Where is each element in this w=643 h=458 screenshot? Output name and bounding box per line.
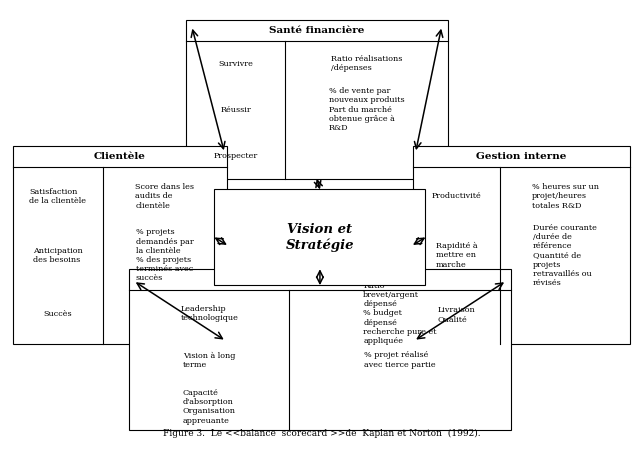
Text: Réussir: Réussir	[221, 106, 251, 114]
Text: Score dans les
audits de
clientèle: Score dans les audits de clientèle	[135, 183, 194, 210]
Text: Durée courante
/durée de
référence
Quantité de
projets
retravaillés ou
révisés: Durée courante /durée de référence Quant…	[533, 224, 597, 287]
Text: Anticipation
des besoins: Anticipation des besoins	[33, 247, 82, 264]
Bar	[214, 190, 426, 285]
Text: Productivité: Productivité	[431, 192, 481, 201]
Text: Prospecter: Prospecter	[213, 152, 258, 160]
Text: Leadership
technologique: Leadership technologique	[181, 305, 239, 322]
Bar	[186, 20, 448, 179]
Text: Succès: Succès	[44, 311, 72, 318]
Text: Survivre: Survivre	[218, 60, 253, 68]
Text: Gestion interne: Gestion interne	[476, 152, 566, 161]
Text: Santé financière: Santé financière	[269, 26, 365, 35]
Bar	[13, 146, 227, 344]
Bar	[129, 269, 511, 430]
Text: Vision et
Stratégie: Vision et Stratégie	[285, 223, 354, 251]
Text: Innovation et apprentissage: Innovation et apprentissage	[239, 275, 401, 284]
Text: % heures sur un
projet/heures
totales R&D: % heures sur un projet/heures totales R&…	[532, 183, 599, 210]
Text: Satisfaction
de la clientèle: Satisfaction de la clientèle	[29, 188, 86, 205]
Text: Ratio
brevet/argent
dépensé
% budget
dépensé
recherche pure et
appliquée: Ratio brevet/argent dépensé % budget dép…	[363, 282, 437, 345]
Text: % projet réalisé
avec tierce partie: % projet réalisé avec tierce partie	[364, 351, 436, 369]
Text: Clientèle: Clientèle	[94, 152, 146, 161]
Text: % de vente par
nouveaux produits
Part du marché
obtenue grâce à
R&D: % de vente par nouveaux produits Part du…	[329, 87, 404, 132]
Text: Figure 3.  Le <<balance  scorecard >>de  Kaplan et Norton  (1992).: Figure 3. Le <<balance scorecard >>de Ka…	[163, 428, 480, 437]
Text: Livraison
Qualité: Livraison Qualité	[437, 306, 475, 323]
Text: Vision à long
terme: Vision à long terme	[183, 351, 235, 369]
Text: Capacité
d'absorption
Organisation
appreuante: Capacité d'absorption Organisation appre…	[183, 389, 236, 425]
Text: % projets
demandés par
la clientèle
% des projets
terminés avec
succès: % projets demandés par la clientèle % de…	[136, 229, 194, 283]
Text: Rapidité à
mettre en
marche: Rapidité à mettre en marche	[435, 242, 477, 269]
Text: Ratio réalisations
/dépenses: Ratio réalisations /dépenses	[331, 55, 402, 72]
Bar	[413, 146, 630, 344]
